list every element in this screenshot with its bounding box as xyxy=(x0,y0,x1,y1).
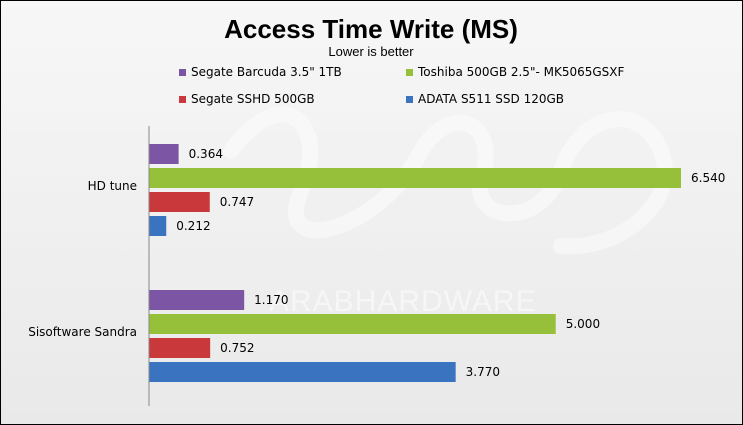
bar-0-1 xyxy=(149,168,681,188)
bar-1-0 xyxy=(149,290,245,310)
legend-label-0: Segate Barcuda 3.5" 1TB xyxy=(191,65,342,79)
data-label-1-3: 3.770 xyxy=(466,365,500,379)
category-label-1: Sisoftware Sandra xyxy=(28,325,137,339)
bar-0-3 xyxy=(149,216,167,236)
category-labels: HD tune Sisoftware Sandra xyxy=(28,179,137,339)
data-label-0-2: 0.747 xyxy=(220,195,254,209)
bar-0-2 xyxy=(149,192,210,212)
legend-label-1: Toshiba 500GB 2.5"- MK5065GSXF xyxy=(417,65,625,79)
data-label-1-1: 5.000 xyxy=(566,317,600,331)
bars-group: 0.364 6.540 0.747 0.212 1.170 5.000 0.752 3.770 xyxy=(149,144,725,382)
data-label-1-2: 0.752 xyxy=(220,341,254,355)
chart-title: Access Time Write (MS) xyxy=(224,14,518,44)
watermark-text: ARABHARDWARE xyxy=(269,285,537,318)
watermark-calligraphy xyxy=(223,106,673,255)
data-label-0-3: 0.212 xyxy=(176,219,210,233)
legend-label-2: Segate SSHD 500GB xyxy=(191,92,315,106)
data-label-1-0: 1.170 xyxy=(254,293,288,307)
data-label-0-1: 6.540 xyxy=(691,171,725,185)
chart-subtitle: Lower is better xyxy=(328,44,414,59)
legend-label-3: ADATA S511 SSD 120GB xyxy=(418,92,564,106)
bar-0-0 xyxy=(149,144,179,164)
category-label-0: HD tune xyxy=(88,179,137,193)
bar-1-2 xyxy=(149,338,211,358)
bar-1-1 xyxy=(149,314,556,334)
bar-1-3 xyxy=(149,362,456,382)
legend: Segate Barcuda 3.5" 1TB Toshiba 500GB 2.5… xyxy=(179,65,625,106)
legend-swatch-2 xyxy=(179,96,186,103)
legend-swatch-3 xyxy=(406,96,413,103)
data-label-0-0: 0.364 xyxy=(189,147,223,161)
legend-swatch-1 xyxy=(406,69,413,76)
legend-swatch-0 xyxy=(179,69,186,76)
watermark: ARABHARDWARE xyxy=(223,106,673,318)
